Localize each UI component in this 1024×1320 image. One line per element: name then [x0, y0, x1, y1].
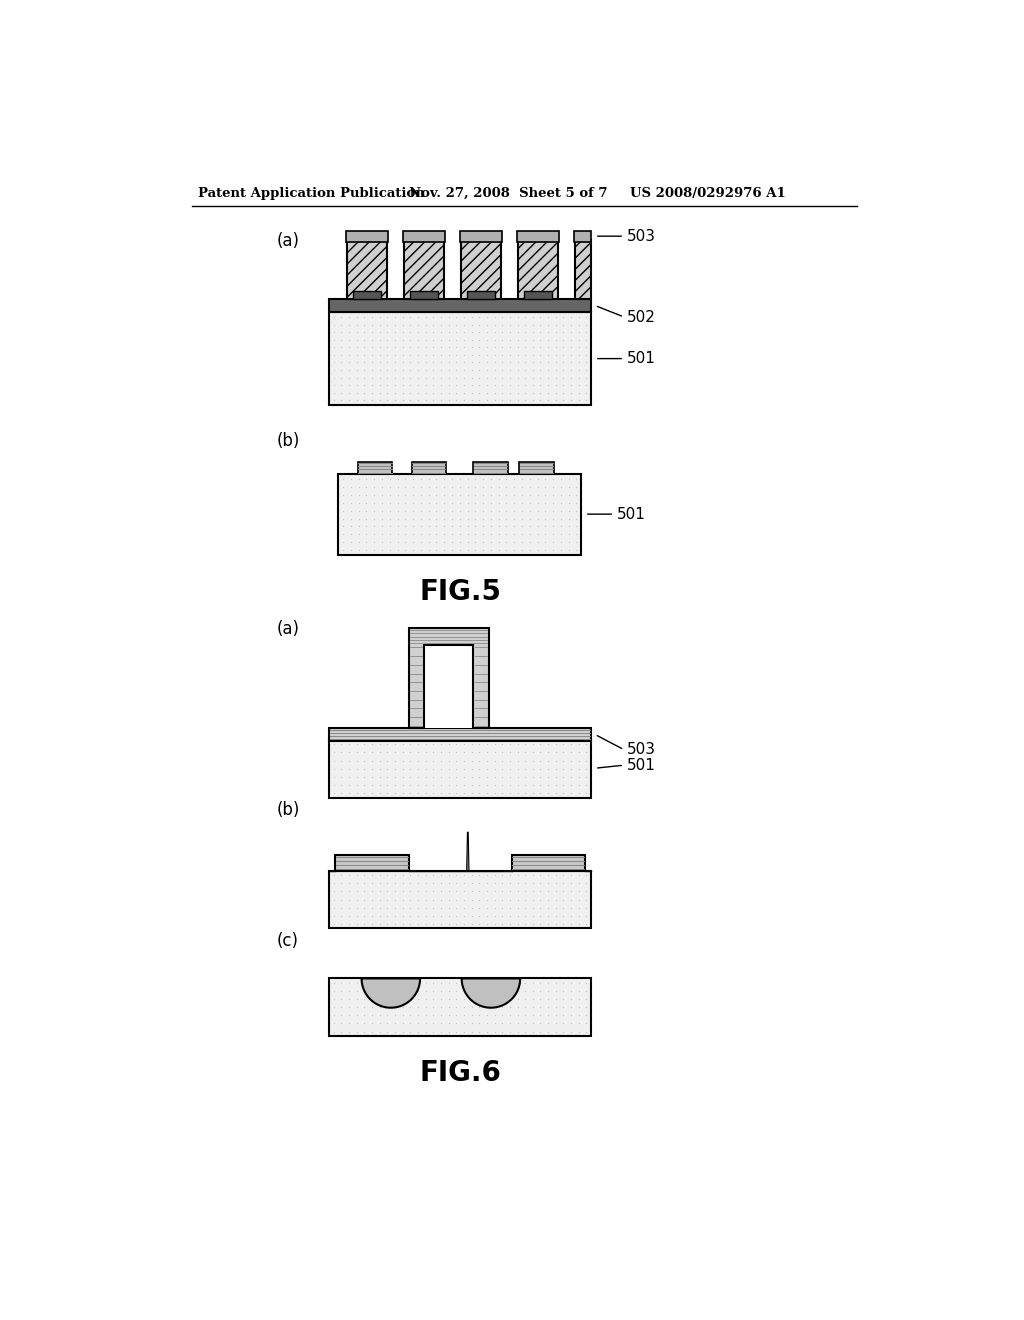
Text: 503: 503 [628, 742, 656, 758]
Bar [330, 871, 591, 928]
Text: (c): (c) [276, 932, 299, 950]
Bar [330, 298, 591, 313]
Bar [346, 231, 388, 242]
Bar [330, 978, 591, 1036]
Bar [357, 462, 392, 474]
Text: (a): (a) [276, 231, 300, 249]
Bar [330, 729, 591, 741]
Text: 503: 503 [628, 228, 656, 244]
Bar [473, 462, 508, 474]
Text: 501: 501 [628, 351, 656, 366]
Bar [461, 240, 501, 298]
Bar [519, 462, 554, 474]
Text: (a): (a) [276, 620, 300, 639]
Text: (b): (b) [276, 801, 300, 820]
Bar [347, 240, 387, 298]
Bar [403, 231, 444, 242]
Text: Nov. 27, 2008  Sheet 5 of 7: Nov. 27, 2008 Sheet 5 of 7 [410, 186, 608, 199]
Bar [512, 855, 585, 871]
Bar [518, 240, 558, 298]
Bar [403, 240, 444, 298]
Bar [353, 290, 381, 298]
Text: Patent Application Publication: Patent Application Publication [199, 186, 425, 199]
Bar [524, 290, 552, 298]
Text: FIG.6: FIG.6 [419, 1059, 501, 1088]
Bar [424, 645, 474, 729]
Polygon shape [409, 628, 488, 729]
Bar [339, 474, 581, 554]
Polygon shape [462, 978, 520, 1007]
Bar [330, 313, 591, 405]
Text: 502: 502 [628, 309, 656, 325]
Bar [410, 290, 438, 298]
Text: 501: 501 [628, 758, 656, 772]
Bar [460, 231, 502, 242]
Text: FIG.5: FIG.5 [419, 578, 501, 606]
Text: US 2008/0292976 A1: US 2008/0292976 A1 [630, 186, 785, 199]
Text: 501: 501 [617, 507, 646, 521]
Bar [336, 855, 409, 871]
Polygon shape [361, 978, 420, 1007]
Bar [467, 290, 495, 298]
Bar [574, 240, 591, 298]
Bar [517, 231, 559, 242]
Bar [574, 231, 591, 242]
Polygon shape [467, 832, 469, 871]
Text: (b): (b) [276, 432, 300, 450]
Bar [412, 462, 446, 474]
Bar [330, 739, 591, 797]
